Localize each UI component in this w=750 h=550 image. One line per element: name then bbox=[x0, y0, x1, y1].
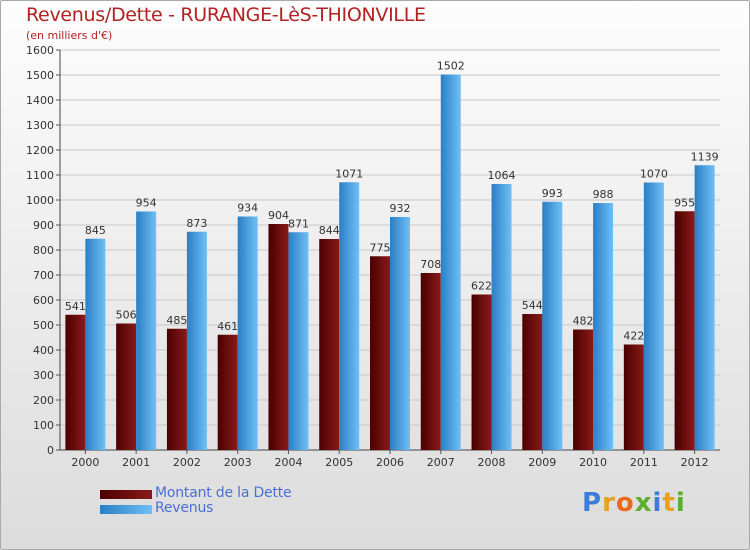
bar-dette-label: 904 bbox=[268, 209, 289, 222]
bar-dette-label: 461 bbox=[217, 320, 238, 333]
bar-revenus-label: 1064 bbox=[488, 169, 516, 182]
bar-revenus-label: 1071 bbox=[335, 167, 363, 180]
x-tick-label: 2005 bbox=[325, 456, 353, 469]
y-tick-label: 1300 bbox=[26, 119, 54, 132]
bar-revenus bbox=[85, 238, 106, 450]
y-tick-label: 1100 bbox=[26, 169, 54, 182]
bar-revenus bbox=[542, 201, 563, 450]
chart-title: Revenus/Dette - RURANGE-LèS-THIONVILLE bbox=[26, 4, 426, 26]
bar-revenus-label: 1139 bbox=[691, 150, 719, 163]
bar-revenus bbox=[237, 216, 258, 450]
bar-revenus bbox=[440, 74, 461, 450]
y-tick-label: 0 bbox=[47, 444, 54, 457]
bar-revenus-label: 1070 bbox=[640, 168, 668, 181]
bar-revenus-label: 988 bbox=[593, 188, 614, 201]
bar-revenus bbox=[288, 232, 309, 450]
bar-revenus-label: 934 bbox=[237, 202, 258, 215]
bar-revenus-label: 932 bbox=[390, 202, 411, 215]
bar-dette-label: 422 bbox=[623, 330, 644, 343]
logo-letter: t bbox=[662, 488, 676, 518]
bar-revenus-label: 845 bbox=[85, 224, 106, 237]
bar-dette-label: 544 bbox=[522, 299, 543, 312]
bar-dette bbox=[319, 239, 340, 450]
bar-revenus bbox=[643, 182, 664, 450]
legend-label-dette: Montant de la Dette bbox=[155, 485, 292, 501]
logo-letter: r bbox=[602, 488, 616, 518]
bar-dette-label: 506 bbox=[116, 309, 137, 322]
proxiti-logo: Proxiti bbox=[582, 488, 686, 518]
x-tick-label: 2004 bbox=[274, 456, 302, 469]
logo-letter: i bbox=[675, 488, 686, 518]
bar-dette bbox=[573, 329, 594, 450]
y-tick-label: 1500 bbox=[26, 69, 54, 82]
bar-dette-label: 708 bbox=[420, 258, 441, 271]
x-tick-label: 2010 bbox=[579, 456, 607, 469]
x-tick-label: 2011 bbox=[630, 456, 658, 469]
bar-revenus-label: 954 bbox=[136, 197, 157, 210]
bar-dette bbox=[522, 314, 543, 450]
bar-revenus bbox=[186, 231, 207, 450]
bar-dette-label: 485 bbox=[166, 314, 187, 327]
bar-revenus-label: 871 bbox=[288, 217, 309, 230]
bar-dette-label: 482 bbox=[573, 315, 594, 328]
logo-letter: o bbox=[615, 488, 635, 518]
bar-dette bbox=[471, 294, 492, 450]
logo-letter: x bbox=[634, 488, 653, 518]
y-tick-label: 300 bbox=[33, 369, 54, 382]
bar-revenus-label: 993 bbox=[542, 187, 563, 200]
legend-swatch-revenus bbox=[100, 505, 152, 514]
bar-dette bbox=[65, 314, 86, 450]
y-tick-label: 900 bbox=[33, 219, 54, 232]
x-tick-label: 2009 bbox=[528, 456, 556, 469]
chart-subtitle: (en milliers d'€) bbox=[26, 29, 113, 42]
x-tick-label: 2001 bbox=[122, 456, 150, 469]
bar-revenus bbox=[593, 203, 614, 450]
x-tick-label: 2008 bbox=[478, 456, 506, 469]
y-tick-label: 200 bbox=[33, 394, 54, 407]
bar-revenus bbox=[491, 184, 512, 450]
y-tick-label: 700 bbox=[33, 269, 54, 282]
bar-revenus bbox=[339, 182, 360, 450]
bar-dette bbox=[166, 328, 187, 450]
y-tick-label: 1400 bbox=[26, 94, 54, 107]
bar-dette bbox=[420, 273, 441, 450]
y-tick-label: 400 bbox=[33, 344, 54, 357]
bar-dette-label: 541 bbox=[65, 300, 86, 313]
bar-revenus bbox=[136, 211, 157, 450]
bar-dette bbox=[217, 334, 238, 450]
bar-revenus-label: 873 bbox=[186, 217, 207, 230]
bar-revenus-label: 1502 bbox=[437, 60, 465, 73]
bar-revenus bbox=[694, 165, 715, 450]
bars bbox=[65, 74, 715, 450]
bar-dette bbox=[268, 224, 289, 450]
legend-label-revenus: Revenus bbox=[155, 500, 214, 516]
x-tick-label: 2002 bbox=[173, 456, 201, 469]
bar-dette bbox=[674, 211, 695, 450]
bar-dette bbox=[623, 344, 644, 450]
y-tick-label: 100 bbox=[33, 419, 54, 432]
y-tick-label: 600 bbox=[33, 294, 54, 307]
x-tick-label: 2003 bbox=[224, 456, 252, 469]
y-tick-label: 800 bbox=[33, 244, 54, 257]
bar-dette-label: 775 bbox=[370, 241, 391, 254]
y-tick-label: 1600 bbox=[26, 44, 54, 57]
x-tick-label: 2012 bbox=[681, 456, 709, 469]
logo-letter: i bbox=[652, 488, 663, 518]
bar-dette-label: 955 bbox=[674, 196, 695, 209]
bar-dette bbox=[370, 256, 390, 450]
bar-dette-label: 622 bbox=[471, 280, 492, 293]
bar-dette bbox=[116, 323, 137, 450]
x-tick-label: 2006 bbox=[376, 456, 404, 469]
x-tick-label: 2007 bbox=[427, 456, 455, 469]
y-tick-label: 1000 bbox=[26, 194, 54, 207]
legend-swatch-dette bbox=[100, 490, 152, 499]
logo-letter: P bbox=[582, 488, 603, 518]
y-tick-label: 1200 bbox=[26, 144, 54, 157]
bar-dette-label: 844 bbox=[319, 224, 340, 237]
bar-revenus bbox=[390, 217, 410, 450]
y-tick-label: 500 bbox=[33, 319, 54, 332]
x-tick-label: 2000 bbox=[71, 456, 99, 469]
